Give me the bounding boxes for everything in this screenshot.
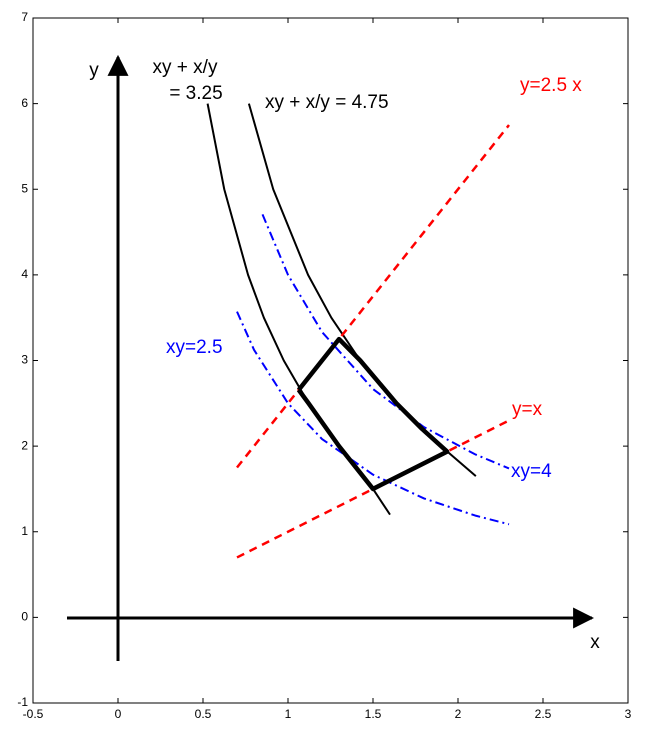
x-tick-label: 1.5: [365, 707, 382, 721]
annotation: = 3.25: [169, 83, 222, 104]
annotation: xy=2.5: [166, 337, 223, 358]
annotation: y=x: [512, 399, 543, 420]
plot-frame: [32, 17, 629, 704]
y-tick-label: 5: [21, 181, 28, 195]
y-tick-label: 7: [21, 10, 28, 24]
annotation: y: [89, 60, 99, 81]
y-tick-label: 3: [21, 353, 28, 367]
curve: [296, 336, 450, 492]
annotation: y=2.5 x: [520, 75, 582, 96]
y-tick-label: -1: [17, 695, 28, 709]
x-tick-label: -0.5: [23, 707, 44, 721]
annotation: x: [590, 632, 600, 653]
y-tick-label: 4: [21, 267, 28, 281]
y-tick-label: 0: [21, 610, 28, 624]
y-tick-label: 6: [21, 96, 28, 110]
y-tick-label: 1: [21, 524, 28, 538]
curve: [261, 214, 510, 470]
curve: [236, 419, 510, 559]
x-tick-label: 0: [115, 707, 122, 721]
x-tick-label: 0.5: [195, 707, 212, 721]
annotation: xy + x/y: [153, 57, 218, 78]
x-tick-label: 1: [285, 707, 292, 721]
annotation: xy + x/y = 4.75: [265, 92, 389, 113]
x-tick-label: 3: [625, 707, 632, 721]
curve: [236, 124, 510, 469]
x-tick-label: 2: [455, 707, 462, 721]
curve: [236, 311, 510, 526]
curve: [247, 103, 477, 477]
annotation: xy=4: [511, 461, 552, 482]
x-tick-label: 2.5: [535, 707, 552, 721]
y-tick-label: 2: [21, 438, 28, 452]
